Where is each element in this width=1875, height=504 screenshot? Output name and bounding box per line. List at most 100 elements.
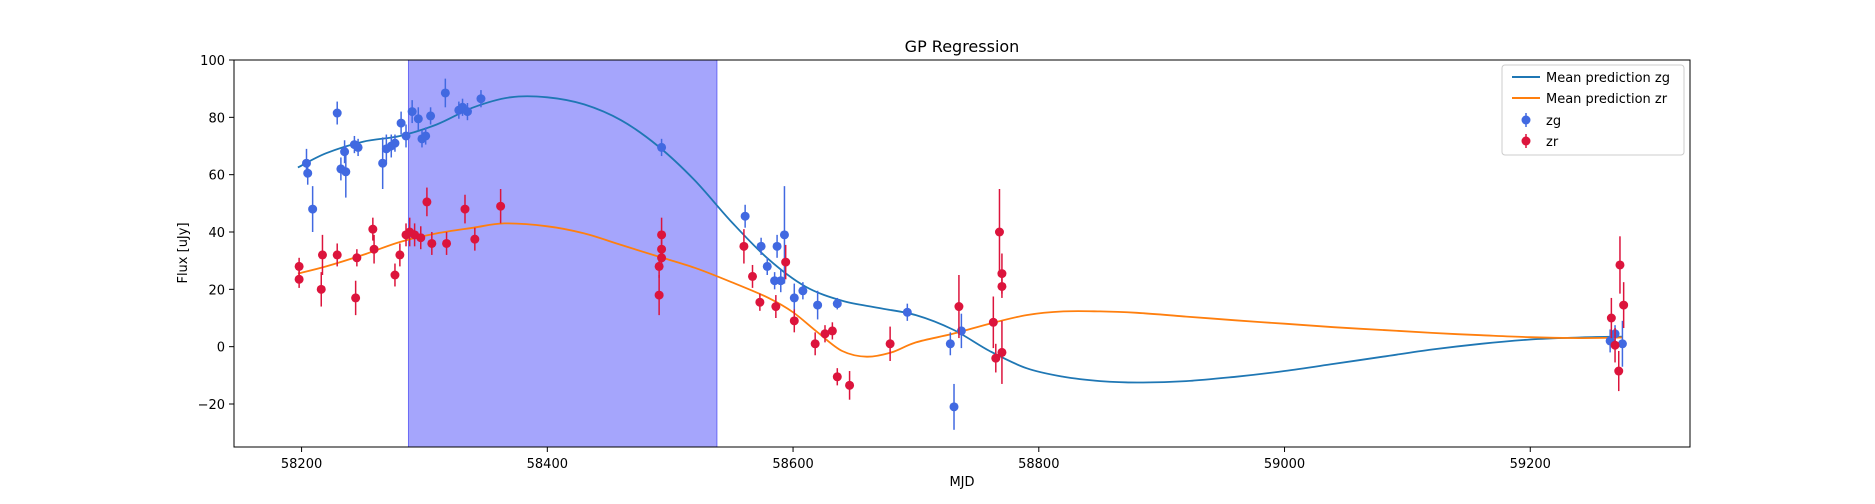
data-point-zr xyxy=(657,230,667,240)
data-point-zg xyxy=(426,111,436,121)
data-point-zr xyxy=(845,380,855,390)
data-point-zr xyxy=(1606,313,1616,323)
shaded-region xyxy=(407,59,718,448)
data-point-zg xyxy=(378,158,388,168)
data-point-zr xyxy=(294,261,304,271)
data-point-zg xyxy=(401,131,411,141)
axes-frame xyxy=(233,59,1691,448)
data-point-zr xyxy=(1615,260,1625,270)
data-point-zr xyxy=(997,347,1007,357)
data-point-zg xyxy=(440,88,450,98)
data-point-zr xyxy=(781,257,791,267)
data-point-zr xyxy=(748,271,758,281)
data-point-zg xyxy=(902,307,912,317)
data-point-zr xyxy=(885,339,895,349)
data-point-zr xyxy=(395,250,405,260)
data-point-zg xyxy=(762,261,772,271)
x-axis-label: MJD xyxy=(949,475,974,490)
data-point-zr xyxy=(755,297,765,307)
data-point-zr xyxy=(422,197,432,207)
y-axis: −20 0 20 40 60 80 100 xyxy=(198,54,234,413)
series-zr xyxy=(294,187,1629,400)
y-tick-label: 80 xyxy=(208,111,225,126)
data-point-zg xyxy=(772,241,782,251)
data-point-zr xyxy=(496,201,506,211)
data-point-zg xyxy=(756,241,766,251)
data-point-zg xyxy=(1617,339,1627,349)
data-point-zg xyxy=(945,339,955,349)
data-point-zr xyxy=(460,204,470,214)
data-point-zr xyxy=(351,293,361,303)
data-point-zg xyxy=(462,107,472,117)
legend: Mean prediction zg Mean prediction zr zg… xyxy=(1501,64,1685,156)
data-point-zr xyxy=(332,250,342,260)
data-point-zr xyxy=(654,290,664,300)
data-point-zr xyxy=(988,317,998,327)
data-point-zr xyxy=(1610,340,1620,350)
data-point-zr xyxy=(739,241,749,251)
data-point-zr xyxy=(369,244,379,254)
data-point-zg xyxy=(832,299,842,309)
mean-prediction-zr-line xyxy=(297,222,1623,358)
legend-marker-zr xyxy=(1521,136,1531,146)
data-point-zr xyxy=(997,269,1007,279)
series-zg xyxy=(301,78,1627,430)
x-tick-label: 59200 xyxy=(1510,457,1551,472)
data-point-zg xyxy=(413,114,423,124)
y-tick-label: 60 xyxy=(208,169,225,184)
data-point-zr xyxy=(954,302,964,312)
data-point-zr xyxy=(994,227,1004,237)
data-point-zg xyxy=(779,230,789,240)
data-point-zr xyxy=(294,274,304,284)
data-point-zg xyxy=(789,293,799,303)
y-tick-label: −20 xyxy=(198,398,225,413)
data-point-zr xyxy=(832,372,842,382)
x-tick-label: 58600 xyxy=(772,457,813,472)
data-point-zg xyxy=(303,168,313,178)
data-point-zg xyxy=(340,147,350,157)
data-point-zr xyxy=(427,238,437,248)
legend-box xyxy=(1501,64,1685,156)
y-tick-label: 0 xyxy=(217,341,225,356)
data-point-zr xyxy=(810,339,820,349)
data-point-zr xyxy=(416,233,426,243)
legend-marker-zg xyxy=(1521,115,1531,125)
mean-prediction-zg-line xyxy=(297,95,1623,384)
data-point-zg xyxy=(332,108,342,118)
data-point-zr xyxy=(317,250,327,260)
data-point-zg xyxy=(657,142,667,152)
data-point-zg xyxy=(308,204,318,214)
data-point-zg xyxy=(776,276,786,286)
x-tick-label: 58200 xyxy=(281,457,322,472)
data-point-zg xyxy=(813,300,823,310)
legend-label-zr: zr xyxy=(1546,135,1559,150)
data-point-zr xyxy=(997,281,1007,291)
y-axis-label: Flux [uJy] xyxy=(176,222,191,283)
data-point-zg xyxy=(353,142,363,152)
data-point-zg xyxy=(341,167,351,177)
data-point-zg xyxy=(407,107,417,117)
legend-label-mean-zr: Mean prediction zr xyxy=(1546,92,1668,107)
data-point-zr xyxy=(657,253,667,263)
data-point-zr xyxy=(789,316,799,326)
x-tick-label: 58400 xyxy=(527,457,568,472)
data-point-zg xyxy=(798,286,808,296)
data-point-zr xyxy=(991,353,1001,363)
data-point-zr xyxy=(390,270,400,280)
data-point-zr xyxy=(442,238,452,248)
data-point-zg xyxy=(421,131,431,141)
data-point-zr xyxy=(771,302,781,312)
x-tick-label: 58800 xyxy=(1018,457,1059,472)
y-tick-label: 100 xyxy=(200,54,225,69)
data-point-zr xyxy=(1614,366,1624,376)
data-point-zr xyxy=(1619,300,1629,310)
legend-label-mean-zg: Mean prediction zg xyxy=(1546,71,1670,86)
data-point-zg xyxy=(396,118,406,128)
data-point-zr xyxy=(352,253,362,263)
data-point-zr xyxy=(316,284,326,294)
data-point-zr xyxy=(470,234,480,244)
legend-label-zg: zg xyxy=(1546,114,1561,129)
data-point-zg xyxy=(301,158,311,168)
